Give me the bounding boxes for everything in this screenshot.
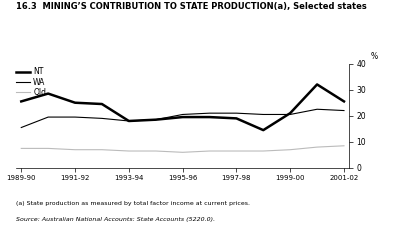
Legend: NT, WA, Qld: NT, WA, Qld: [16, 67, 46, 97]
Text: 16.3  MINING’S CONTRIBUTION TO STATE PRODUCTION(a), Selected states: 16.3 MINING’S CONTRIBUTION TO STATE PROD…: [16, 2, 367, 11]
Text: Source: Australian National Accounts: State Accounts (5220.0).: Source: Australian National Accounts: St…: [16, 217, 215, 222]
Text: (a) State production as measured by total factor income at current prices.: (a) State production as measured by tota…: [16, 201, 250, 206]
Text: %: %: [371, 52, 378, 62]
